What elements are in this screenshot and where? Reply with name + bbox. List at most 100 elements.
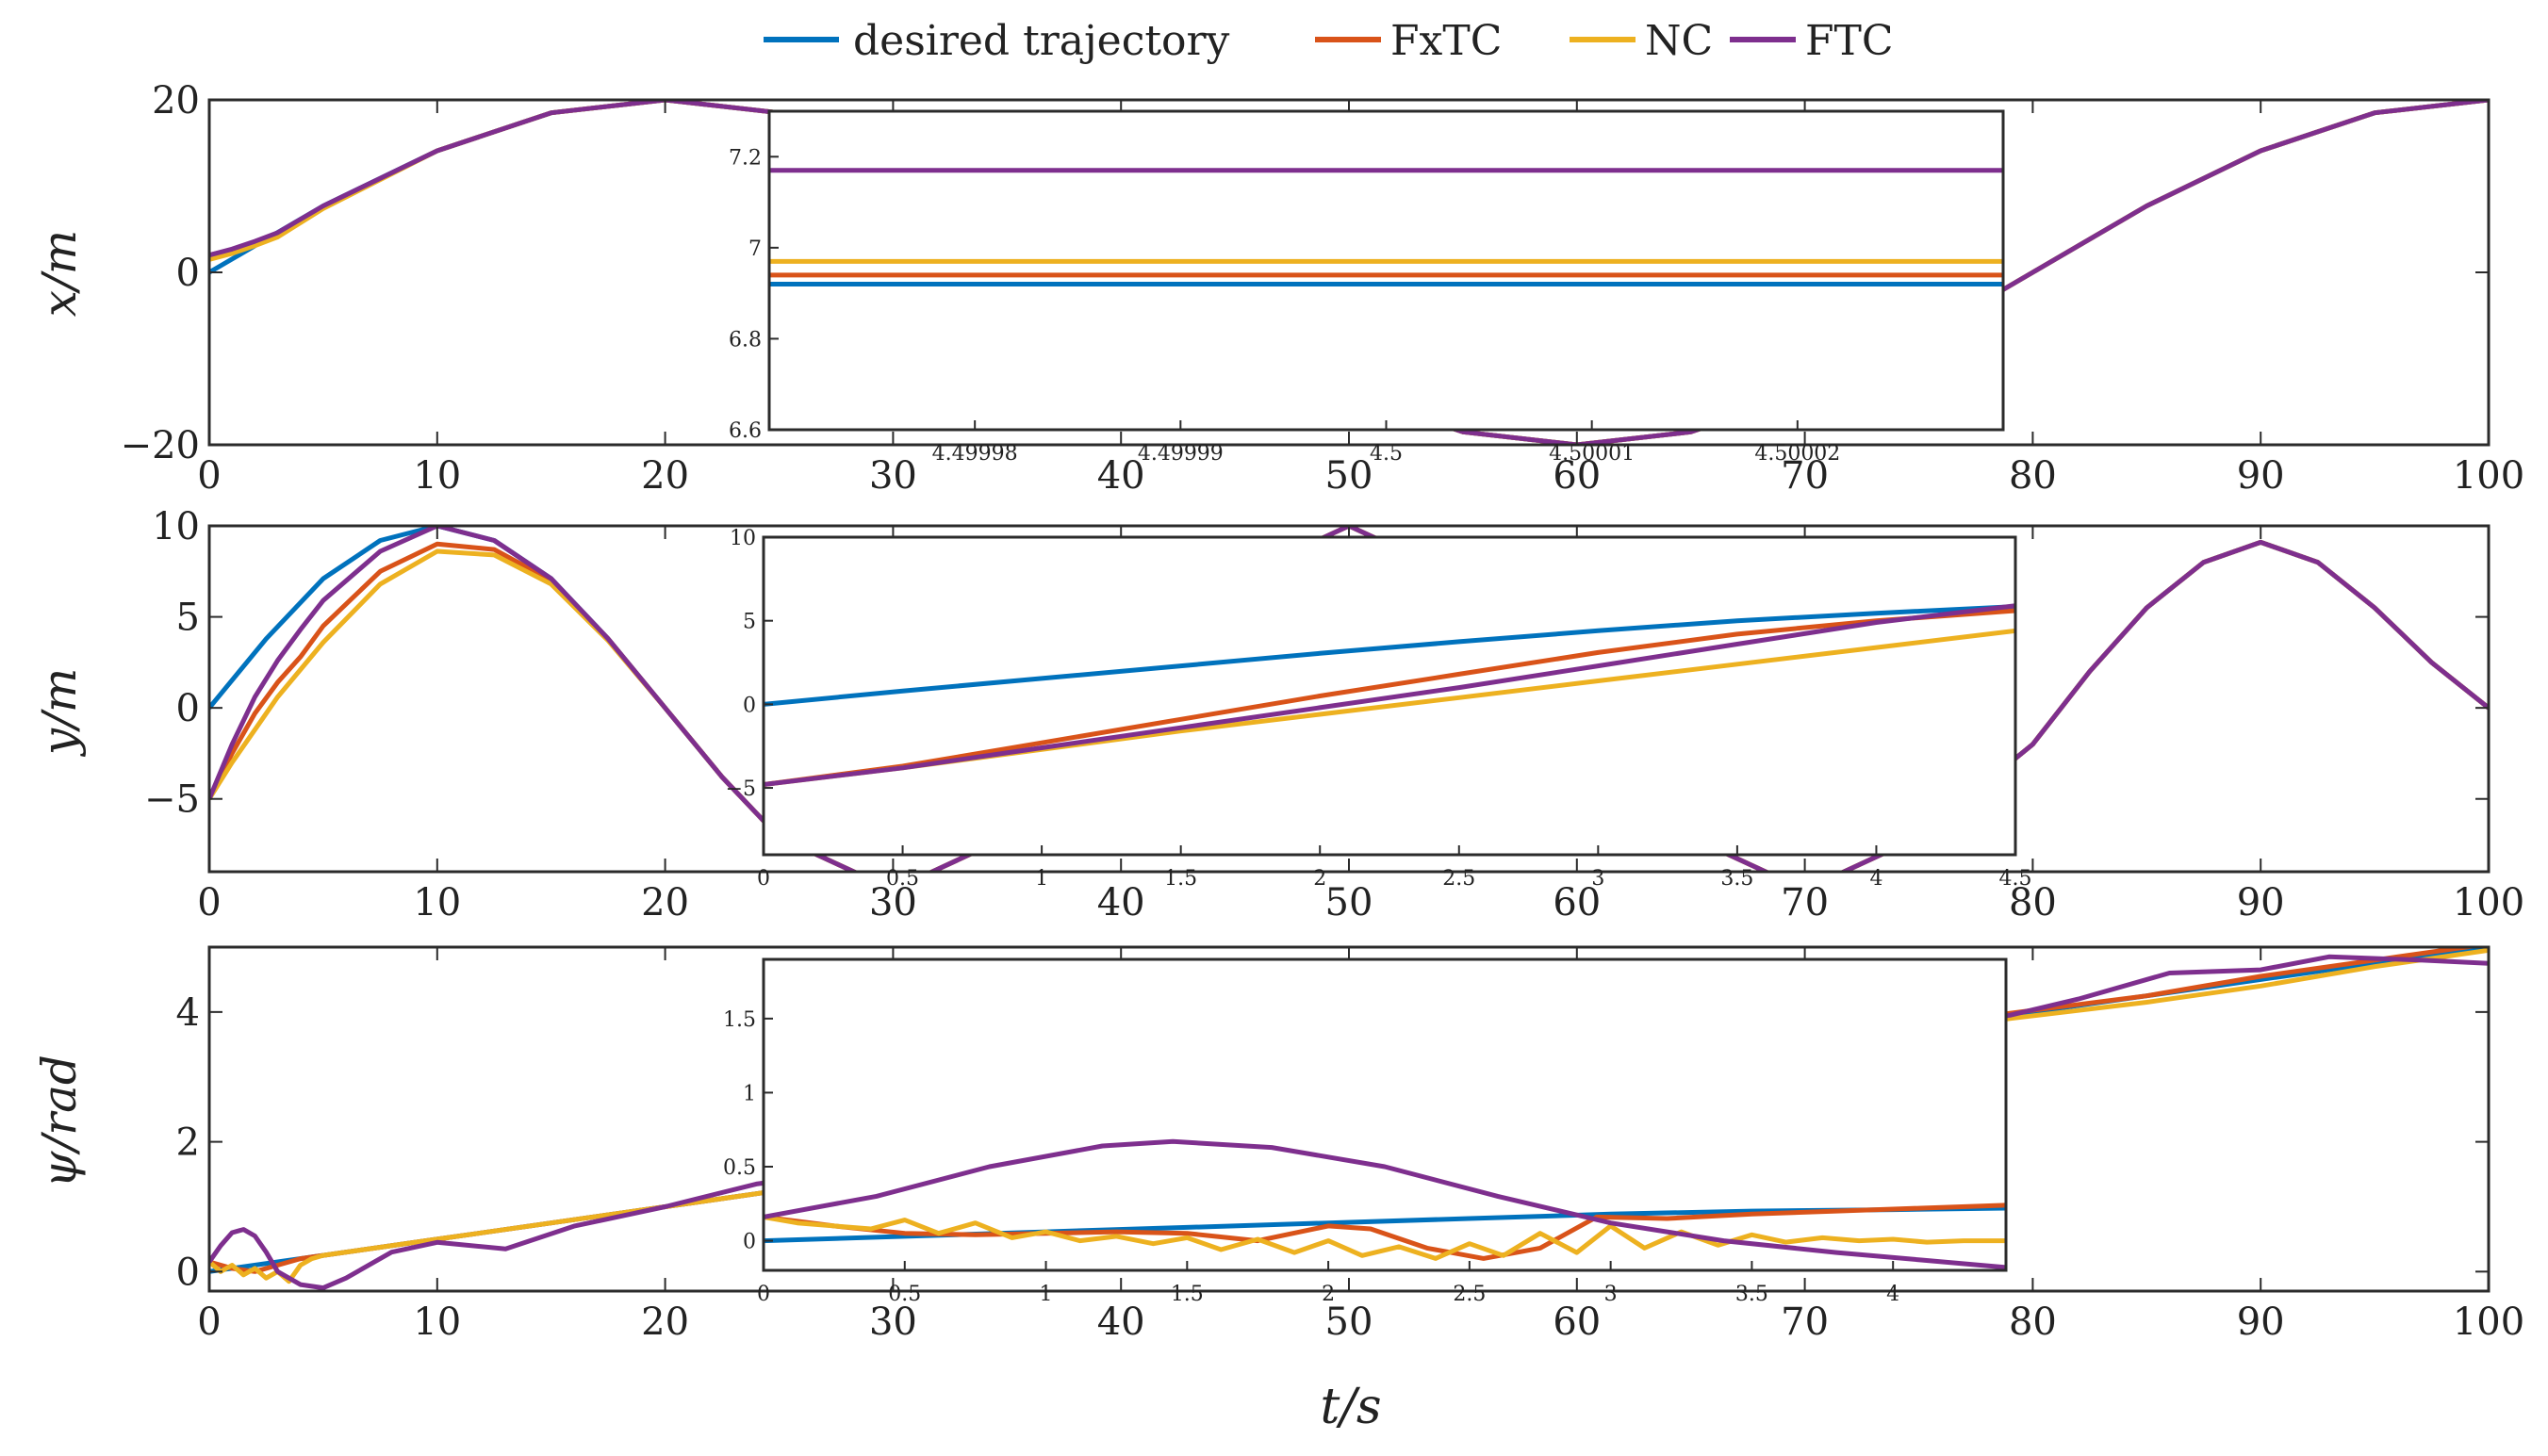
psi-ytick-label: 2	[176, 1121, 200, 1165]
psi-xtick-label: 50	[1325, 1301, 1373, 1344]
psi-xtick-label: 40	[1097, 1301, 1145, 1344]
y-inset-series-fxtc	[764, 608, 2015, 787]
x-xtick-label: 0	[197, 454, 221, 498]
y-xtick-label: 60	[1553, 881, 1601, 924]
x-ytick-label: 0	[176, 252, 200, 295]
y-xtick-label: 50	[1325, 881, 1373, 924]
psi-inset-xtick-label: 1.5	[1171, 1283, 1204, 1306]
y-inset-xtick-label: 3	[1591, 867, 1604, 891]
psi-inset-xtick-label: 0	[757, 1283, 770, 1306]
psi-xtick-label: 80	[2009, 1301, 2057, 1344]
psi-inset-xtick-label: 3.5	[1735, 1283, 1768, 1306]
y-xtick-label: 100	[2453, 881, 2524, 924]
x-inset-ytick-label: 7.2	[729, 146, 762, 170]
time-xlabel: t/s	[1320, 1379, 1381, 1435]
psi-inset-series-nc	[764, 1214, 2006, 1261]
x-xtick-label: 70	[1781, 454, 1829, 498]
x-xtick-label: 100	[2453, 454, 2524, 498]
psi-series-ftc	[209, 954, 2489, 1291]
psi-xtick-label: 90	[2237, 1301, 2285, 1344]
psi-inset: 0 0.5 1 1.5 2 2.5 3 3.5 4 1.5 1 0.5 0	[723, 957, 2008, 1306]
x-xtick-label: 50	[1325, 454, 1373, 498]
y-inset-xtick-label: 1	[1035, 867, 1048, 891]
y-xtick-label: 70	[1781, 881, 1829, 924]
psi-inset-series-group	[764, 1138, 2006, 1270]
y-ytick-label: 0	[176, 687, 200, 730]
psi-xtick-label: 10	[413, 1301, 461, 1344]
x-inset-ytick-label: 6.6	[729, 419, 762, 443]
y-inset-xtick-label: 2.5	[1442, 867, 1475, 891]
y-inset-xtick-label: 4.5	[1999, 867, 2032, 891]
x-inset-ytick-label: 7	[748, 237, 762, 261]
psi-xtick-label: 30	[869, 1301, 917, 1344]
psi-inset-xtick-label: 2	[1322, 1283, 1335, 1306]
y-xtick-label: 90	[2237, 881, 2285, 924]
psi-inset-xtick-label: 4	[1886, 1283, 1899, 1306]
y-xtick-label: 30	[869, 881, 917, 924]
x-inset-frame	[767, 109, 2005, 432]
psi-panel-ylabel: ψ/rad	[32, 1055, 87, 1188]
x-inset: 4.49998 4.49999 4.5 4.50001 4.50002 6.6 6.8 7 7.…	[729, 109, 2005, 466]
psi-inset-frame	[762, 957, 2008, 1272]
psi-inset-series-ftc	[764, 1138, 2006, 1270]
psi-inset-ytick-label: 0.5	[723, 1156, 756, 1180]
y-panel-ylabel: y/m	[32, 668, 87, 758]
psi-ytick-label: 0	[176, 1251, 200, 1294]
psi-inset-xtick-label: 0.5	[888, 1283, 921, 1306]
y-inset-xtick-label: 2	[1313, 867, 1326, 891]
x-inset-xtick-label: 4.50002	[1754, 442, 1840, 466]
psi-inset-ytick-label: 0	[743, 1231, 756, 1254]
y-xtick-label: 80	[2009, 881, 2057, 924]
y-xtick-label: 20	[641, 881, 689, 924]
psi-inset-series-fxtc	[764, 1202, 2006, 1261]
y-ytick-label: −5	[144, 778, 200, 822]
x-xtick-label: 20	[641, 454, 689, 498]
psi-inset-xtick-label: 1	[1040, 1283, 1053, 1306]
x-panel-ylabel: x/m	[32, 230, 87, 317]
psi-inset-xtick-label: 2.5	[1453, 1283, 1486, 1306]
x-xtick-label: 80	[2009, 454, 2057, 498]
y-inset: 0 0.5 1 1.5 2 2.5 3 3.5 4 4.5 10 5 0 −5	[726, 527, 2032, 891]
y-inset-ytick-label: 0	[743, 694, 756, 717]
x-ytick-label: 20	[152, 79, 200, 123]
y-inset-ytick-label: −5	[726, 777, 756, 801]
x-inset-xtick-label: 4.49998	[932, 442, 1018, 466]
y-inset-series-ftc	[764, 603, 2015, 787]
y-inset-xtick-label: 0.5	[886, 867, 919, 891]
legend-label-nc: NC	[1645, 17, 1713, 65]
x-xtick-label: 60	[1553, 454, 1601, 498]
legend: desired trajectory FxTC NC FTC	[764, 17, 1894, 65]
y-inset-xtick-label: 3.5	[1720, 867, 1753, 891]
psi-ytick-label: 4	[176, 991, 200, 1035]
psi-xtick-label: 0	[197, 1301, 221, 1344]
y-inset-series-group	[764, 603, 2015, 787]
legend-label-ftc: FTC	[1805, 17, 1894, 65]
psi-series-nc	[209, 947, 2489, 1284]
y-inset-border	[762, 535, 2017, 857]
y-xtick-label: 40	[1097, 881, 1145, 924]
y-inset-xtick-label: 0	[757, 867, 770, 891]
x-inset-xtick-label: 4.50001	[1549, 442, 1635, 466]
psi-xtick-label: 70	[1781, 1301, 1829, 1344]
psi-inset-ytick-label: 1.5	[723, 1008, 756, 1032]
psi-xtick-label: 100	[2453, 1301, 2524, 1344]
x-inset-ytick-label: 6.8	[729, 328, 762, 352]
x-xtick-label: 40	[1097, 454, 1145, 498]
psi-xtick-label: 20	[641, 1301, 689, 1344]
x-xtick-label: 30	[869, 454, 917, 498]
y-inset-series-desired	[764, 604, 2015, 707]
psi-inset-border	[762, 957, 2008, 1272]
legend-label-fxtc: FxTC	[1390, 17, 1502, 65]
psi-series-group	[209, 947, 2489, 1291]
y-inset-xtick-label: 1.5	[1164, 867, 1197, 891]
y-xtick-label: 0	[197, 881, 221, 924]
y-inset-xtick-label: 4	[1869, 867, 1882, 891]
y-inset-ytick-label: 5	[743, 611, 756, 634]
y-ytick-label: 10	[152, 505, 200, 548]
y-ytick-label: 5	[176, 597, 200, 640]
legend-label-desired: desired trajectory	[853, 17, 1230, 65]
psi-inset-ytick-label: 1	[743, 1082, 756, 1105]
x-inset-series-group	[769, 168, 2003, 286]
